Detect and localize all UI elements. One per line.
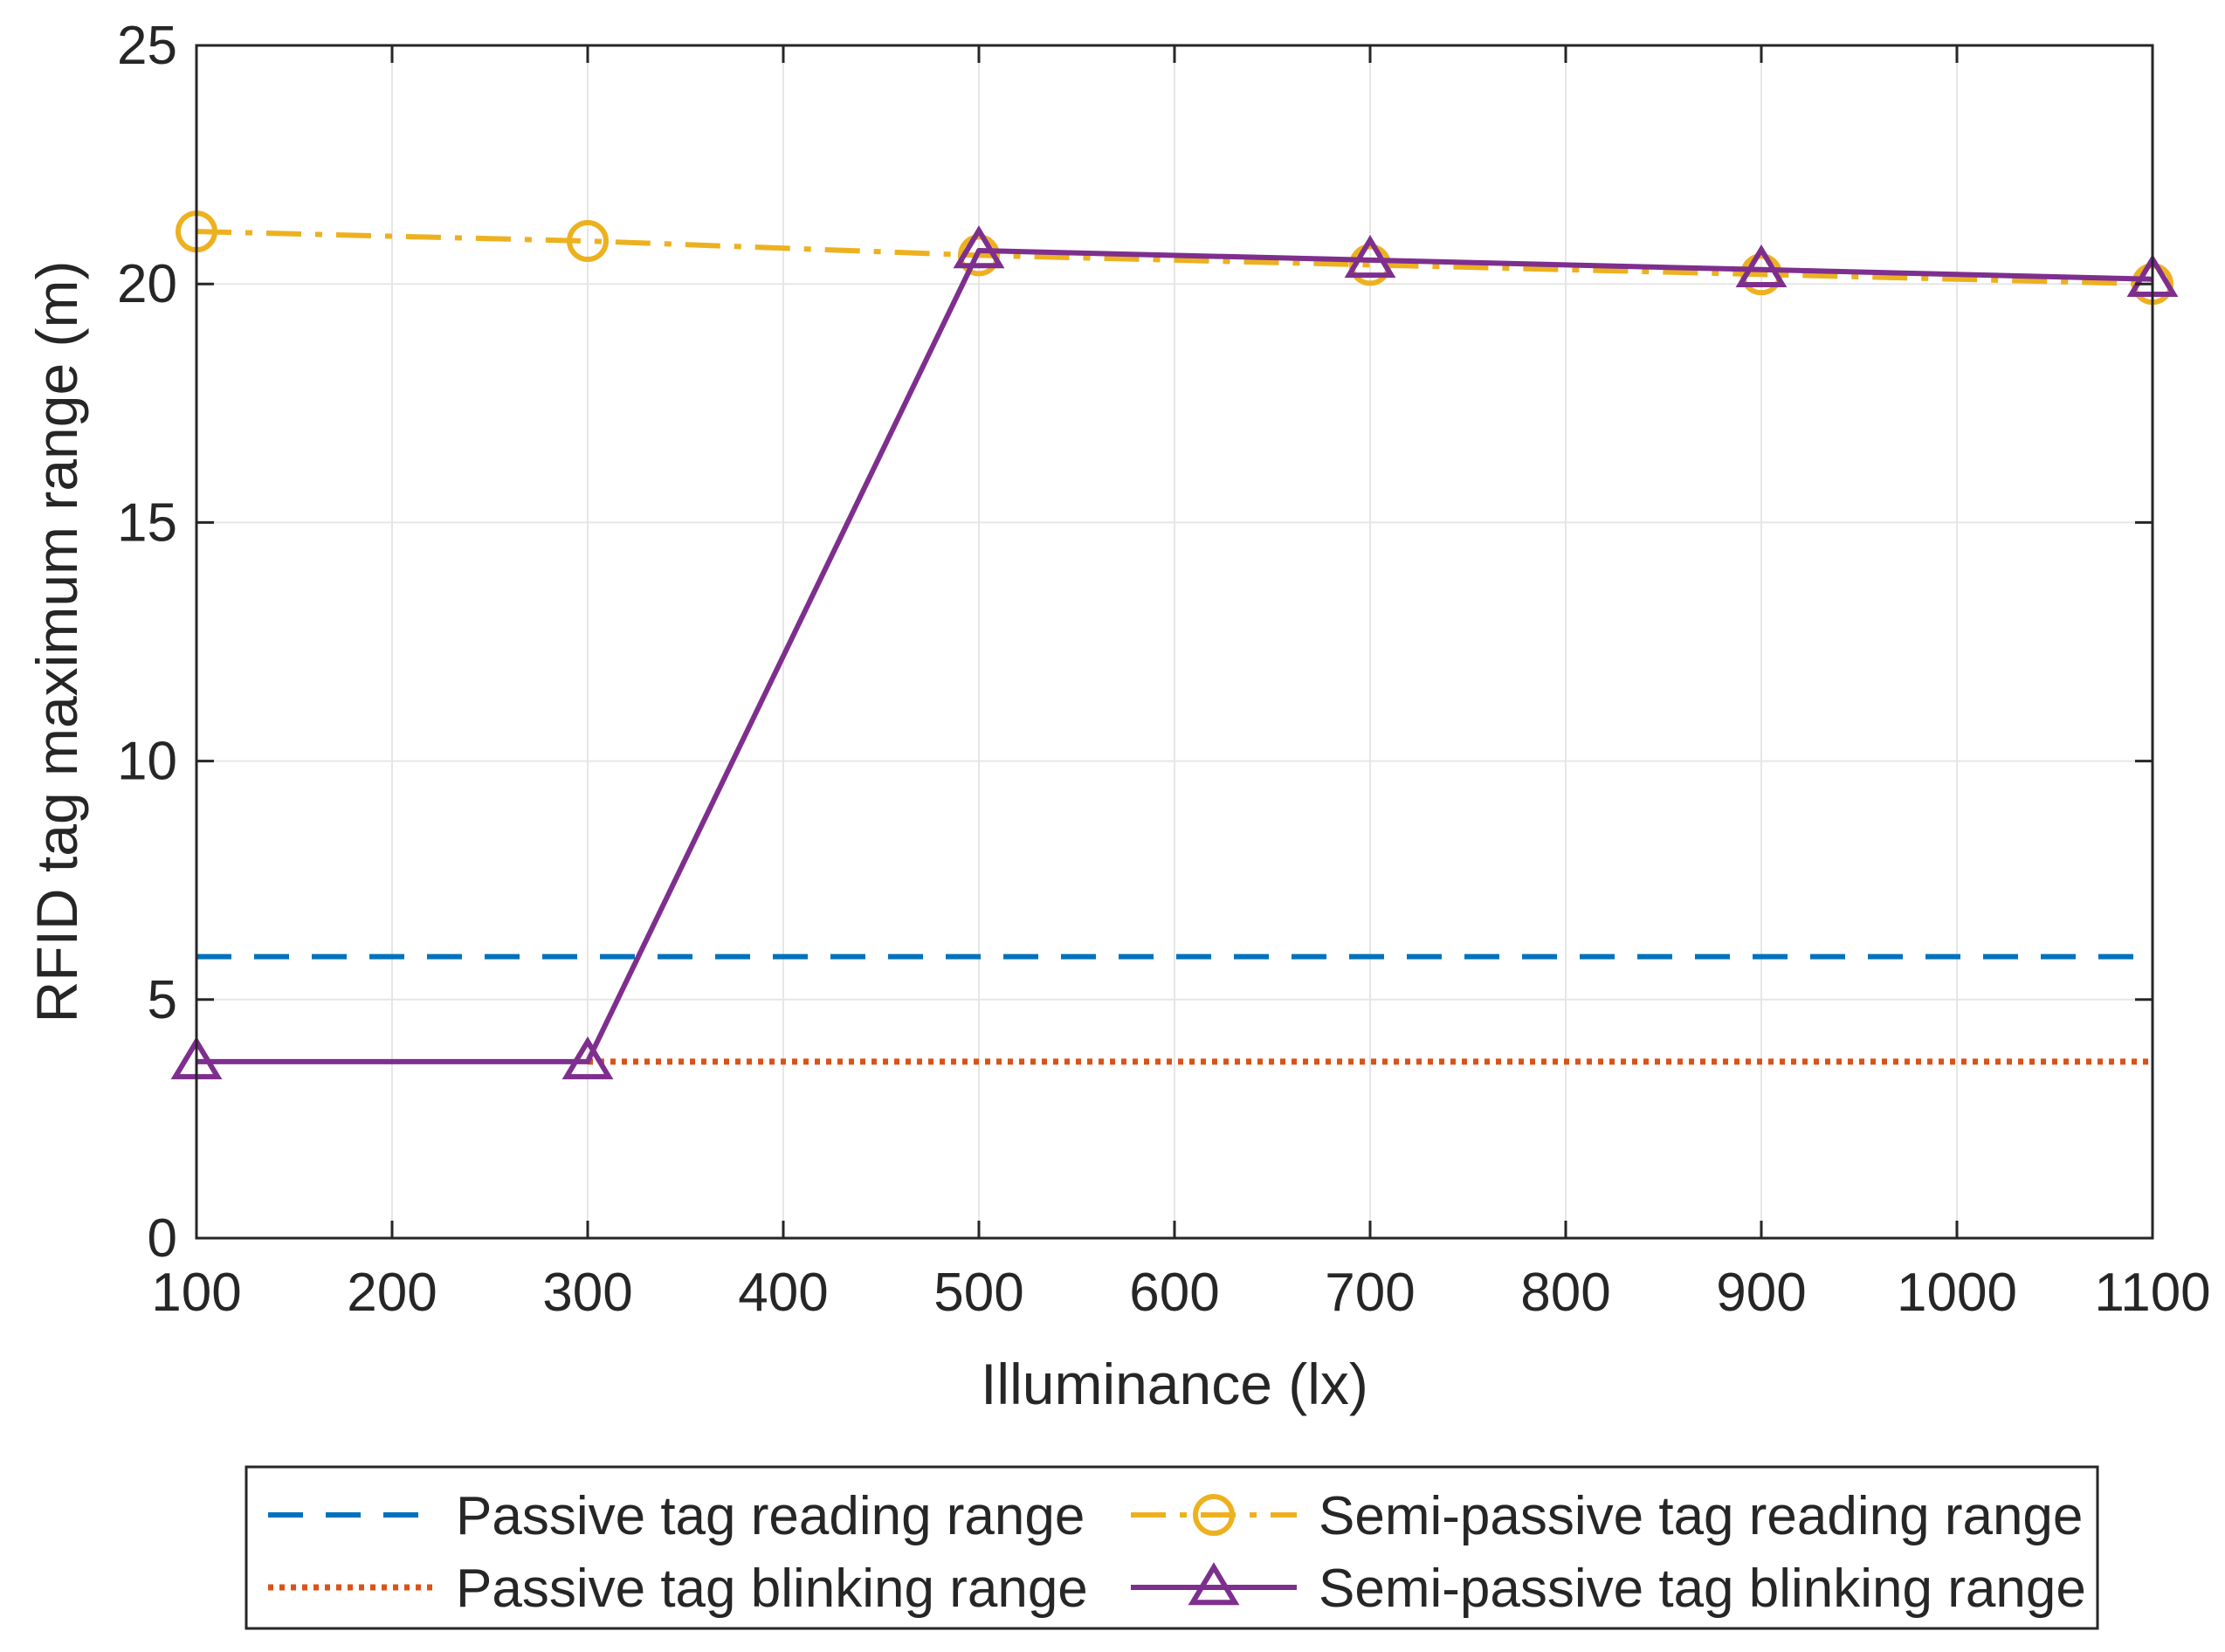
x-tick-label: 600 xyxy=(1129,1263,1219,1323)
x-tick-label: 700 xyxy=(1325,1263,1415,1323)
data-point xyxy=(567,220,609,263)
legend-marker xyxy=(1193,1494,1235,1536)
series-line xyxy=(196,247,2153,1064)
data-point xyxy=(561,1036,614,1080)
legend-label: Passive tag blinking range xyxy=(456,1559,1088,1619)
x-tick-label: 100 xyxy=(151,1263,241,1323)
legend-label: Semi-passive tag blinking range xyxy=(1319,1559,2086,1619)
data-point xyxy=(1344,235,1396,279)
x-tick-label: 400 xyxy=(738,1263,828,1323)
legend-item-2: Passive tag blinking range xyxy=(268,1559,1088,1619)
y-axis-label: RFID tag maximum range (m) xyxy=(24,261,89,1023)
series-line xyxy=(196,229,2153,287)
x-tick-label: 1000 xyxy=(1897,1263,2017,1323)
y-tick-label: 5 xyxy=(148,970,177,1030)
data-point xyxy=(1349,244,1391,286)
y-tick-label: 0 xyxy=(148,1208,177,1269)
legend-item-3: Semi-passive tag reading range xyxy=(1131,1486,2083,1546)
data-point xyxy=(1740,253,1782,296)
legend-label: Passive tag reading range xyxy=(456,1486,1085,1546)
x-tick-label: 900 xyxy=(1716,1263,1806,1323)
data-point xyxy=(1735,244,1788,288)
x-axis-label: Illuminance (lx) xyxy=(981,1352,1368,1416)
y-tick-label: 25 xyxy=(117,16,177,76)
legend-box xyxy=(245,1465,2099,1630)
x-tick-label: 1100 xyxy=(2094,1263,2210,1323)
legend-marker xyxy=(1188,1562,1240,1606)
x-tick-label: 300 xyxy=(542,1263,632,1323)
x-tick-label: 200 xyxy=(347,1263,437,1323)
x-tick-label: 500 xyxy=(933,1263,1023,1323)
data-point xyxy=(953,225,1005,269)
y-tick-label: 20 xyxy=(117,254,177,314)
x-tick-label: 800 xyxy=(1520,1263,1610,1323)
legend-label: Semi-passive tag reading range xyxy=(1319,1486,2083,1546)
y-tick-label: 10 xyxy=(117,732,177,792)
data-point xyxy=(958,234,1000,277)
legend-item-1: Passive tag reading range xyxy=(268,1486,1085,1546)
legend-item-4: Semi-passive tag blinking range xyxy=(1131,1559,2086,1619)
legend: Passive tag reading range Passive tag bli… xyxy=(245,1465,2099,1630)
axes: 100 200 300 400 500 600 700 800 900 1000 1100 0 5 10 1… xyxy=(24,16,2211,1416)
y-tick-label: 15 xyxy=(117,492,177,553)
